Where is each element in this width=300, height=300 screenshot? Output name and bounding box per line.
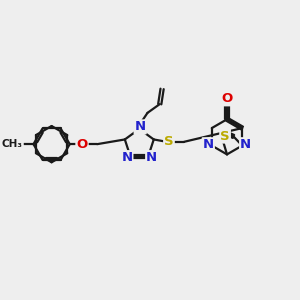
Text: S: S	[164, 135, 174, 148]
Text: N: N	[146, 151, 157, 164]
Text: O: O	[221, 92, 233, 105]
Text: N: N	[240, 138, 251, 151]
Text: CH₃: CH₃	[2, 139, 23, 149]
Text: N: N	[135, 120, 146, 134]
Text: S: S	[220, 130, 230, 142]
Text: O: O	[76, 138, 88, 151]
Text: N: N	[203, 138, 214, 151]
Text: N: N	[121, 151, 132, 164]
